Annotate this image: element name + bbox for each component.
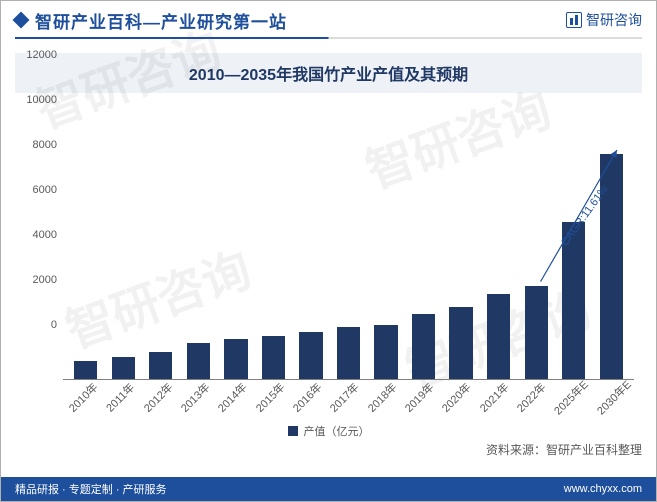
source-value: 智研产业百科整理 xyxy=(546,443,642,457)
header-left: 智研产业百科—产业研究第一站 xyxy=(15,8,287,33)
bar-slot xyxy=(180,109,218,379)
footer-right: www.chyxx.com xyxy=(564,483,642,495)
y-tick-label: 0 xyxy=(15,319,57,331)
bar-slot xyxy=(330,109,368,379)
y-tick-label: 12000 xyxy=(15,49,57,61)
bar-slot xyxy=(555,109,593,379)
footer-bar: 精品研报 · 专题定制 · 产研服务 www.chyxx.com xyxy=(1,477,656,501)
chart-title: 2010—2035年我国竹产业产值及其预期 xyxy=(15,61,642,85)
y-axis: 020004000600080001000012000 xyxy=(15,109,63,379)
bar xyxy=(337,327,360,379)
bar-slot xyxy=(442,109,480,379)
legend-label: 产值（亿元） xyxy=(304,423,370,439)
diamond-icon xyxy=(13,12,30,29)
bar xyxy=(374,325,397,379)
bar-slot xyxy=(480,109,518,379)
bar-slot xyxy=(592,109,630,379)
legend: 产值（亿元） xyxy=(15,423,642,439)
x-axis-line xyxy=(63,379,634,380)
bar xyxy=(112,357,135,380)
source-label: 资料来源： xyxy=(486,443,546,457)
chart-area: CAGR:11.61% 020004000600080001000012000 … xyxy=(15,99,642,439)
bar-slot xyxy=(517,109,555,379)
bar xyxy=(74,361,97,379)
header-brand: 智研咨询 xyxy=(566,10,642,30)
footer-left: 精品研报 · 专题定制 · 产研服务 xyxy=(15,481,167,497)
bar-slot xyxy=(105,109,143,379)
bar xyxy=(224,339,247,380)
bar xyxy=(262,336,285,379)
plot-area: CAGR:11.61% xyxy=(63,109,634,379)
header-underline xyxy=(15,37,642,39)
brand-label: 智研咨询 xyxy=(586,10,642,30)
bar-slot xyxy=(405,109,443,379)
y-tick-label: 8000 xyxy=(15,139,57,151)
y-tick-label: 2000 xyxy=(15,274,57,286)
bars-group xyxy=(63,109,634,379)
header-title: 智研产业百科—产业研究第一站 xyxy=(35,8,287,33)
bar-slot xyxy=(367,109,405,379)
container: 智研咨询 智研咨询 智研咨询 智研咨询 智研产业百科—产业研究第一站 智研咨询 … xyxy=(0,0,657,502)
legend-swatch-icon xyxy=(288,426,298,436)
bar xyxy=(487,294,510,380)
bar xyxy=(525,286,548,379)
chart-title-wrap: 2010—2035年我国竹产业产值及其预期 xyxy=(15,53,642,93)
bar-slot xyxy=(142,109,180,379)
bar-slot xyxy=(292,109,330,379)
y-tick-label: 4000 xyxy=(15,229,57,241)
bar-slot xyxy=(67,109,105,379)
bar xyxy=(412,314,435,379)
y-tick-label: 6000 xyxy=(15,184,57,196)
bar xyxy=(299,332,322,379)
bar xyxy=(149,352,172,379)
x-axis-labels: 2010年2011年2012年2013年2014年2015年2016年2017年… xyxy=(63,379,634,425)
bar-slot xyxy=(217,109,255,379)
bar-slot xyxy=(255,109,293,379)
bar xyxy=(449,307,472,379)
source-line: 资料来源：智研产业百科整理 xyxy=(1,439,656,462)
bar xyxy=(187,343,210,379)
brand-logo-icon xyxy=(566,12,582,28)
y-tick-label: 10000 xyxy=(15,94,57,106)
header-bar: 智研产业百科—产业研究第一站 智研咨询 xyxy=(1,1,656,39)
